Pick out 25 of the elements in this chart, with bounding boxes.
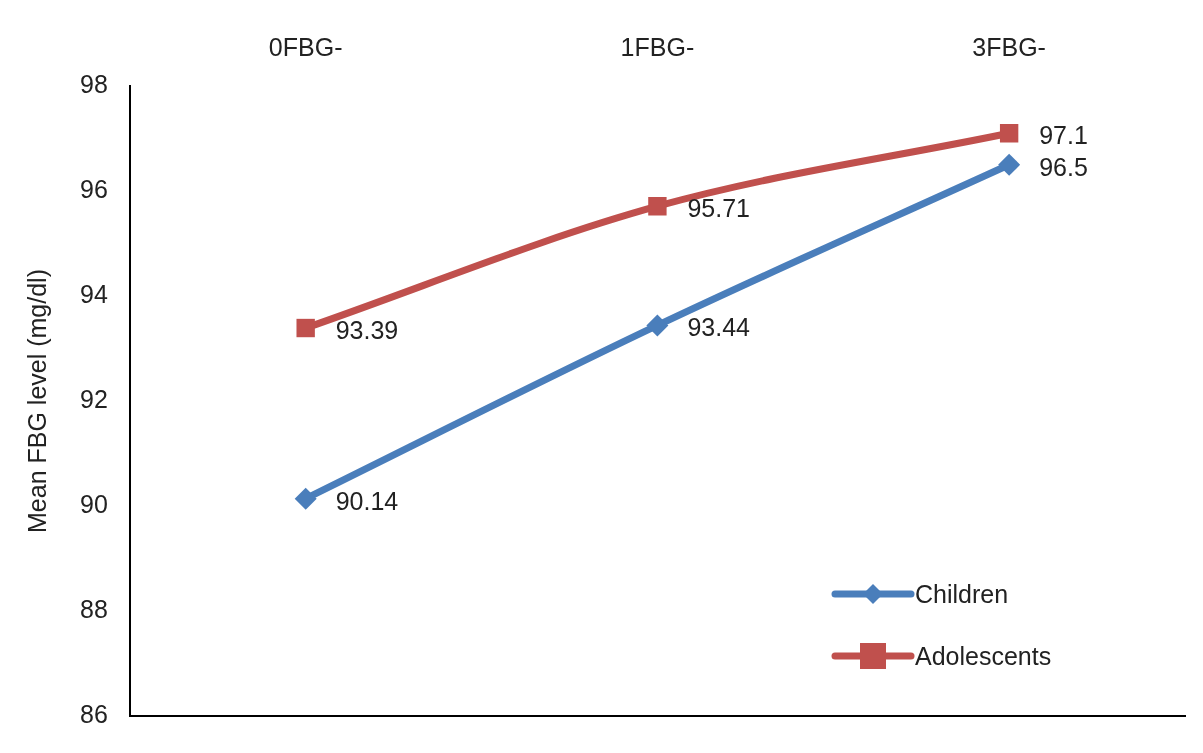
- data-label: 93.39: [335, 315, 399, 344]
- x-tick-label: 1FBG-: [620, 32, 695, 61]
- point: [998, 153, 1021, 176]
- x-tick-label: 3FBG-: [972, 32, 1046, 61]
- data-label: 97.1: [1039, 121, 1088, 150]
- point: [294, 487, 317, 510]
- y-tick-label: 98: [80, 69, 108, 98]
- point: [646, 314, 669, 337]
- point: [999, 124, 1019, 143]
- y-tick-label: 92: [80, 384, 108, 413]
- y-axis-title: Mean FBG level (mg/dl): [22, 269, 51, 533]
- y-tick-label: 96: [80, 174, 108, 203]
- data-label: 96.5: [1039, 152, 1088, 181]
- legend-label: Children: [915, 579, 1009, 608]
- legend-label: Adolescents: [915, 641, 1052, 670]
- point: [648, 197, 667, 216]
- y-tick-label: 86: [80, 699, 108, 728]
- x-tick-label: 0FBG-: [268, 32, 343, 61]
- point: [296, 318, 315, 338]
- y-tick-label: 90: [80, 489, 108, 518]
- y-tick-label: 88: [80, 594, 108, 623]
- data-label: 90.14: [335, 486, 399, 515]
- data-label: 93.44: [687, 313, 751, 342]
- data-label: 95.71: [687, 194, 750, 223]
- y-tick-label: 94: [80, 279, 108, 308]
